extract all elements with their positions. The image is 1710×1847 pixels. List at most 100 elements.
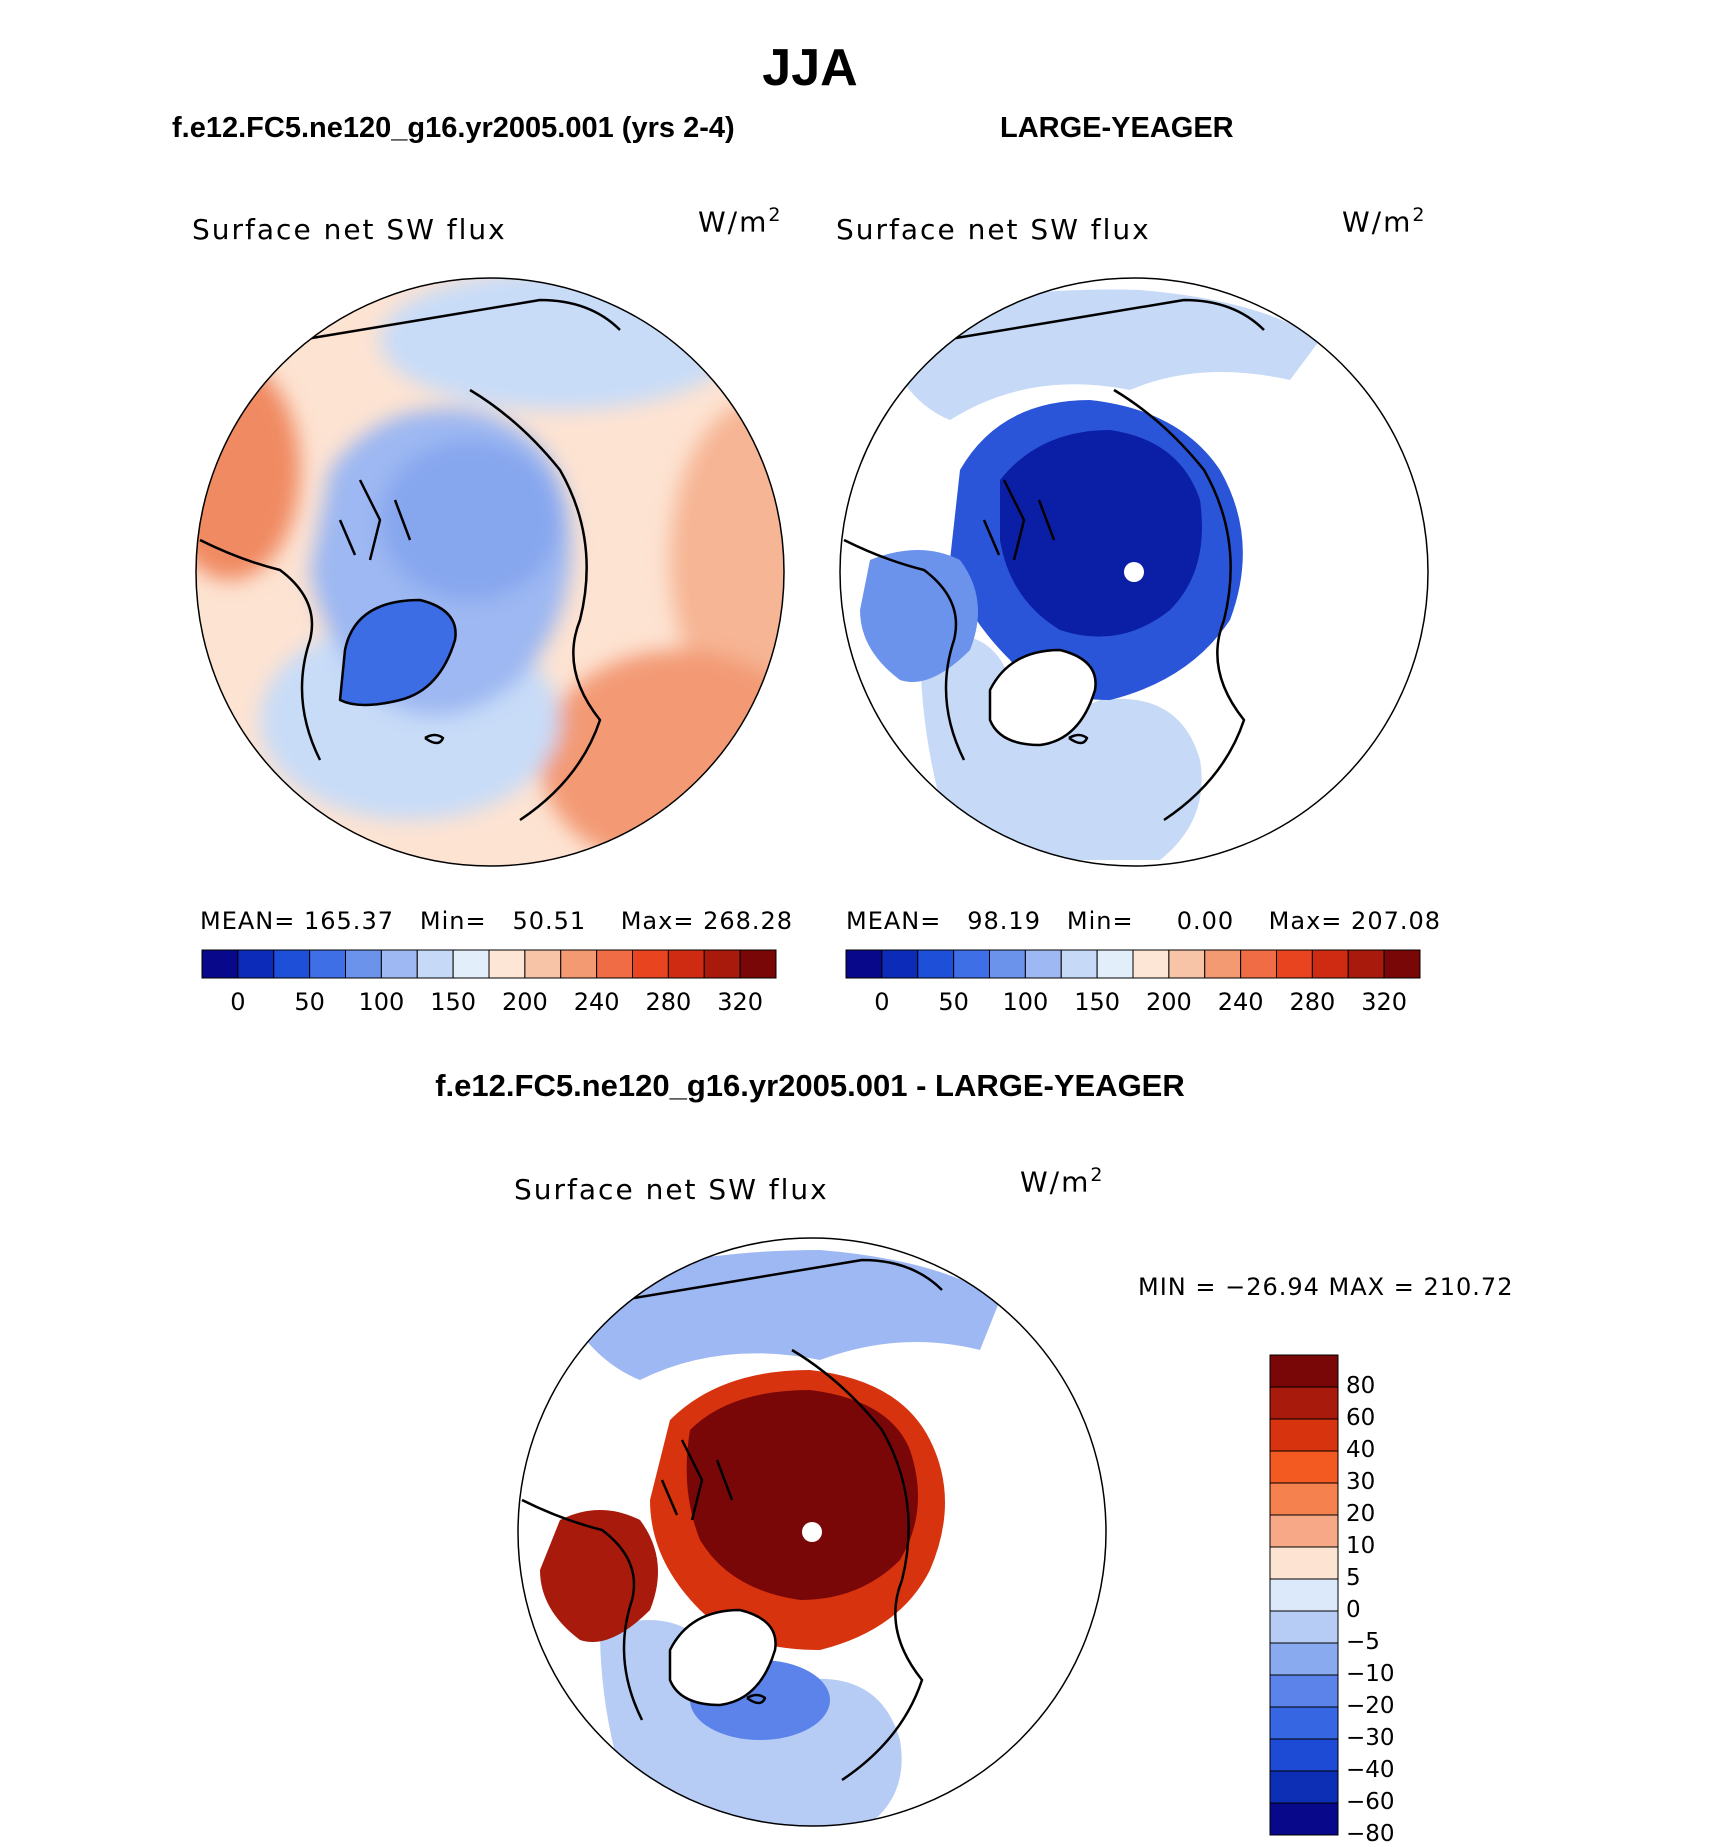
map-3-coast-archipelago [660,1439,734,1521]
cb1-swatch [273,949,311,979]
panel-1-title: f.e12.FC5.ne120_g16.yr2005.001 (yrs 2-4) [172,112,735,144]
cb1-tick-label: 240 [573,988,620,1016]
cb1-swatch [237,949,275,979]
cb2-tick-label: 240 [1217,988,1264,1016]
cb1-swatch [667,949,705,979]
cb3-tick-label: 20 [1346,1501,1376,1527]
panel-2-map [839,277,1429,867]
map-1-greenland-fill [340,600,456,705]
cb3-tick-label: 5 [1346,1565,1361,1591]
cb1-swatch [596,949,633,979]
map-3-coast-greenland [668,1608,777,1707]
panel-3-variable-label: Surface net SW flux [514,1173,829,1206]
map-2-fill-25-pole [1000,430,1202,637]
cb2-swatch [1024,949,1062,979]
map-3-pole-hole [802,1522,822,1542]
cb3-swatch [1269,1674,1339,1708]
cb3-swatch [1269,1770,1339,1804]
panel-3-map [517,1237,1107,1827]
map-3-coast-europe-scandinavia [791,1348,924,1782]
cb3-tick-label: 10 [1346,1533,1376,1559]
cb2-swatch [1383,949,1421,979]
map-2-coast-greenland [988,648,1097,747]
cb1-swatch [309,949,346,979]
map-1-coast-greenland [338,598,457,707]
cb3-tick-label: 80 [1346,1373,1376,1399]
map-1-fill-240-east [670,400,784,720]
map-3-fill-80-pole [686,1390,918,1600]
map-2-border [839,277,1429,867]
panel-3-colorbar [1269,1354,1339,1836]
cb3-swatch [1269,1610,1339,1644]
cb1-tick-label: 50 [294,988,325,1016]
cb2-tick-label: 0 [874,988,890,1016]
cb1-swatch [524,949,562,979]
map-2-coast-iceland [1068,733,1089,745]
cb2-tick-label: 280 [1289,988,1336,1016]
map-3-greenland-blank [670,1610,776,1705]
cb1-tick-label: 320 [717,988,764,1016]
cb1-swatch [452,949,490,979]
cb2-swatch [1240,949,1277,979]
panel-1-stats: MEAN= 165.37 Min= 50.51 Max= 268.28 [200,907,794,935]
cb3-swatch [1269,1578,1339,1612]
cb2-swatch [1132,949,1170,979]
cb2-swatch [1311,949,1349,979]
cb2-swatch [953,949,990,979]
cb2-tick-label: 200 [1145,988,1192,1016]
cb1-swatch [488,949,526,979]
panel-2-title: LARGE-YEAGER [1000,112,1234,144]
panel-2-stats: MEAN= 98.19 Min= 0.00 Max= 207.08 [846,907,1442,935]
cb3-swatch [1269,1354,1339,1388]
cb3-tick-label: 60 [1346,1405,1376,1431]
cb2-swatch [1347,949,1385,979]
cb3-swatch [1269,1386,1339,1420]
map-2-coast-north-america [843,538,966,761]
cb2-swatch [1060,949,1098,979]
map-1-coast-north-america [199,538,322,761]
map-2-coast-archipelago [982,479,1056,561]
cb3-swatch [1269,1642,1339,1676]
map-1-coast-europe-scandinavia [469,388,602,822]
cb1-tick-label: 280 [645,988,692,1016]
cb3-swatch [1269,1514,1339,1548]
panel-2-colorbar [845,949,1421,979]
map-3-coast-siberia [621,1258,943,1302]
cb3-swatch [1269,1482,1339,1516]
cb1-tick-label: 150 [430,988,477,1016]
cb1-swatch [703,949,741,979]
cb3-swatch [1269,1802,1339,1836]
map-1-fill-175-north [380,278,740,410]
map-1-coast-iceland [424,733,445,745]
cb3-swatch [1269,1418,1339,1452]
page-title: JJA [762,39,858,97]
map-2-pole-hole [1124,562,1144,582]
cb2-swatch [989,949,1026,979]
cb1-tick-label: 100 [358,988,405,1016]
cb3-tick-label: 0 [1346,1597,1361,1623]
cb2-tick-label: 100 [1002,988,1049,1016]
cb2-swatch [1204,949,1242,979]
cb1-tick-label: 0 [230,988,246,1016]
cb3-tick-label: −20 [1346,1693,1395,1719]
cb1-swatch [560,949,598,979]
cb1-tick-label: 200 [501,988,548,1016]
map-2-fill-175-pacific [880,289,1320,420]
cb2-swatch [1096,949,1134,979]
map-2-greenland-blank [990,650,1096,745]
cb1-swatch [345,949,382,979]
cb3-tick-label: −5 [1346,1629,1380,1655]
cb3-swatch [1269,1738,1339,1772]
map-1-coast-siberia [299,298,621,342]
cb3-tick-label: −30 [1346,1725,1395,1751]
cb1-swatch [739,949,777,979]
cb3-swatch [1269,1450,1339,1484]
map-1-border [195,277,785,867]
map-1-fill-100-pole [380,440,560,600]
panel-1-variable-label: Surface net SW flux [192,213,507,246]
cb3-swatch [1269,1546,1339,1580]
map-2-coast-siberia [943,298,1265,342]
panel-1-colorbar [201,949,777,979]
cb2-swatch [917,949,955,979]
